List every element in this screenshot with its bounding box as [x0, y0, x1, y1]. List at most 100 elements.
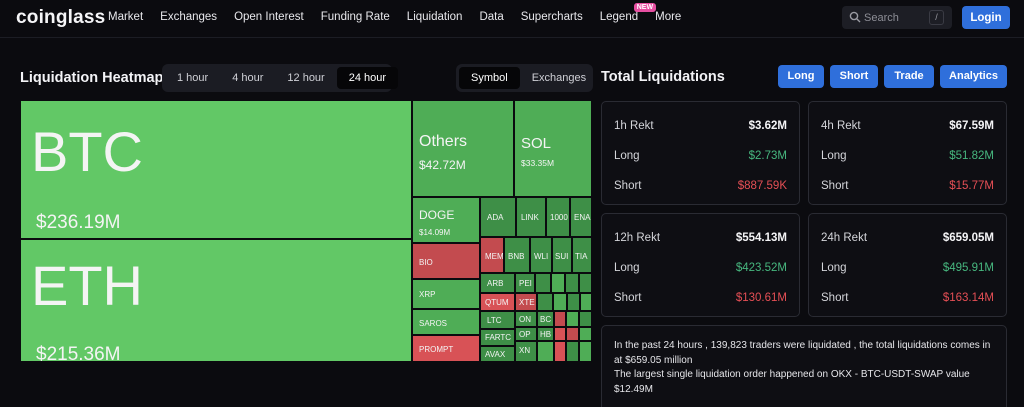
tile-doge-amount: $14.09M — [419, 228, 451, 237]
tile-saros[interactable]: SAROS — [412, 309, 480, 335]
time-option-12h[interactable]: 12 hour — [287, 72, 325, 84]
long-value: $423.52M — [735, 262, 787, 274]
tile-small-i[interactable] — [554, 311, 566, 327]
nav-item-supercharts[interactable]: Supercharts — [520, 11, 583, 23]
tile-small-o[interactable] — [537, 341, 554, 362]
tile-small-d[interactable] — [579, 273, 592, 293]
tile-on-symbol: ON — [519, 315, 531, 324]
long-button[interactable]: Long — [778, 65, 824, 88]
tile-tia[interactable]: TIA — [572, 237, 592, 273]
nav-item-legend[interactable]: Legend NEW — [600, 3, 657, 23]
tile-sol-symbol: SOL — [521, 135, 552, 152]
short-value: $887.59K — [737, 180, 787, 192]
tile-ada[interactable]: ADA — [480, 197, 516, 237]
tile-small-k[interactable] — [579, 311, 592, 327]
short-button[interactable]: Short — [830, 65, 878, 88]
tile-hb[interactable]: HB — [537, 327, 554, 341]
tile-1000[interactable]: 1000 — [546, 197, 570, 237]
tile-op[interactable]: OP — [515, 327, 537, 341]
tile-qtum-symbol: QTUM — [485, 298, 509, 307]
tile-small-g[interactable] — [567, 293, 580, 311]
tile-btc-amount: $236.19M — [36, 212, 121, 233]
tile-wld[interactable]: WLI — [530, 237, 552, 273]
tile-bio[interactable]: BIO — [412, 243, 480, 279]
view-option-symbol[interactable]: Symbol — [459, 67, 520, 89]
short-label: Short — [614, 180, 642, 192]
tile-sui[interactable]: SUI — [552, 237, 572, 273]
tile-others[interactable]: Others $42.72M — [412, 100, 514, 197]
tile-eth[interactable]: ETH $215.36M — [20, 239, 412, 362]
tile-on[interactable]: ON — [515, 311, 537, 327]
tile-ena[interactable]: ENA — [570, 197, 592, 237]
tile-small-m[interactable] — [566, 327, 579, 341]
tile-small-r[interactable] — [579, 341, 592, 362]
nav-item-exchanges[interactable]: Exchanges — [160, 11, 218, 23]
long-label: Long — [821, 262, 847, 274]
top-navbar: coinglass Market Exchanges Open Interest… — [0, 0, 1024, 38]
nav-item-more[interactable]: More — [655, 11, 682, 23]
tile-small-n[interactable] — [579, 327, 592, 341]
new-badge: NEW — [633, 3, 657, 12]
time-option-24h[interactable]: 24 hour — [336, 67, 399, 89]
nav-item-market[interactable]: Market — [108, 11, 144, 23]
nav-item-funding-rate[interactable]: Funding Rate — [320, 11, 390, 23]
tile-arb[interactable]: ARB — [480, 273, 515, 293]
search-icon — [849, 11, 861, 23]
trade-button[interactable]: Trade — [884, 65, 934, 88]
tile-small-f[interactable] — [553, 293, 567, 311]
analytics-button[interactable]: Analytics — [940, 65, 1007, 88]
tile-eth-symbol: ETH — [31, 254, 143, 317]
nav-item-open-interest[interactable]: Open Interest — [234, 11, 304, 23]
login-button[interactable]: Login — [962, 6, 1010, 29]
summary-largest-order-text: The largest single liquidation order hap… — [614, 369, 970, 395]
tile-small-c[interactable] — [565, 273, 579, 293]
time-option-1h[interactable]: 1 hour — [177, 72, 209, 84]
rekt-period-label: 24h Rekt — [821, 232, 868, 244]
rekt-short-row: Short $887.59K — [614, 180, 787, 194]
tile-avax[interactable]: AVAX — [480, 346, 515, 362]
tile-small-j[interactable] — [566, 311, 579, 327]
long-value: $495.91M — [942, 262, 994, 274]
tile-bnb[interactable]: BNB — [504, 237, 530, 273]
tile-fartco-symbol: FARTC — [485, 333, 512, 342]
tile-small-h[interactable] — [580, 293, 592, 311]
rekt-total-row: 1h Rekt $3.62M — [614, 120, 787, 134]
tile-ltc[interactable]: LTC — [480, 311, 515, 329]
nav-item-liquidation[interactable]: Liquidation — [406, 11, 463, 23]
nav-item-data[interactable]: Data — [479, 11, 504, 23]
tile-small-e[interactable] — [537, 293, 553, 311]
tile-xrp[interactable]: XRP — [412, 279, 480, 309]
tile-meme[interactable]: MEM — [480, 237, 504, 273]
tile-eth-amount: $215.36M — [36, 344, 121, 362]
tile-link[interactable]: LINK — [516, 197, 546, 237]
tile-xn[interactable]: XN — [515, 341, 537, 362]
tile-small-q[interactable] — [566, 341, 579, 362]
tile-small-l[interactable] — [554, 327, 566, 341]
heatmap-title: Liquidation Heatmap — [20, 70, 164, 86]
tile-pep[interactable]: PEI — [515, 273, 535, 293]
tile-sol[interactable]: SOL $33.35M — [514, 100, 592, 197]
tile-prompt[interactable]: PROMPT — [412, 335, 480, 362]
tile-ena-symbol: ENA — [574, 213, 591, 222]
tile-avax-symbol: AVAX — [485, 350, 506, 359]
tile-small-b[interactable] — [551, 273, 565, 293]
rekt-period-label: 4h Rekt — [821, 120, 861, 132]
tile-qtum[interactable]: QTUM — [480, 293, 515, 311]
tile-fartco[interactable]: FARTC — [480, 329, 515, 346]
tile-bc-symbol: BC — [540, 315, 552, 324]
tile-doge[interactable]: DOGE $14.09M — [412, 197, 480, 243]
search-input[interactable] — [864, 9, 924, 26]
coinglass-logo[interactable]: coinglass — [16, 7, 106, 28]
view-option-exchanges[interactable]: Exchanges — [531, 72, 587, 84]
tile-bc[interactable]: BC — [537, 311, 554, 327]
short-value: $130.61M — [735, 292, 787, 304]
tile-small-a[interactable] — [535, 273, 551, 293]
search-box[interactable]: / — [842, 6, 952, 29]
time-option-4h[interactable]: 4 hour — [232, 72, 264, 84]
rekt-long-row: Long $423.52M — [614, 262, 787, 276]
tile-hb-symbol: HB — [540, 330, 552, 339]
tile-small-p[interactable] — [554, 341, 566, 362]
tile-btc[interactable]: BTC $236.19M — [20, 100, 412, 239]
tile-xtz[interactable]: XTE — [515, 293, 537, 311]
tile-others-symbol: Others — [419, 133, 468, 150]
